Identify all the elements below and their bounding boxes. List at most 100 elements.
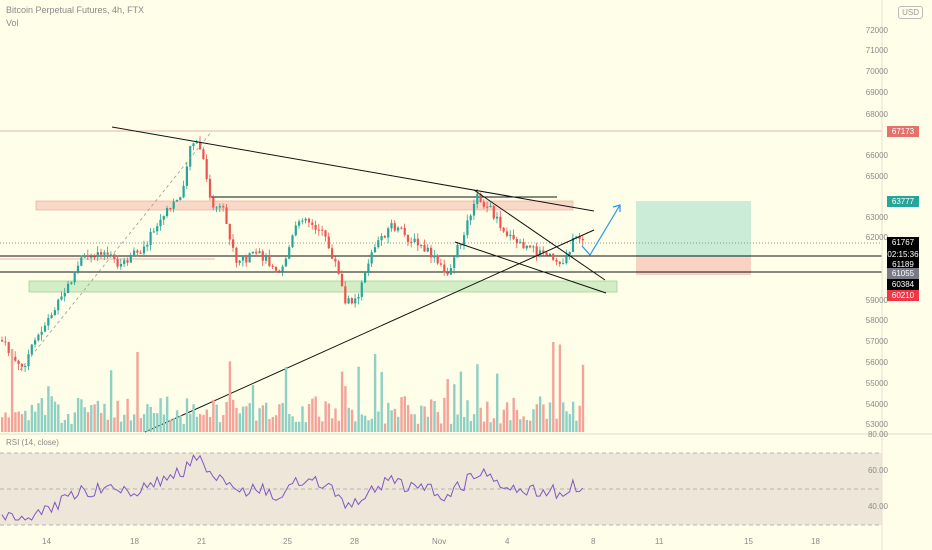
volume-bar [453, 384, 456, 432]
candle-body [60, 296, 63, 300]
volume-bar [278, 404, 281, 432]
volume-bar [426, 416, 430, 432]
price-tag-value: 60210 [891, 291, 915, 300]
volume-bar [410, 414, 413, 432]
price-tag-value: 60384 [891, 280, 915, 289]
candle-body [443, 264, 446, 273]
candle-body [192, 143, 195, 147]
candle-body [548, 253, 551, 256]
volume-bar [50, 396, 53, 432]
candle-body [208, 178, 212, 198]
volume-bar [149, 406, 152, 432]
volume-bar [307, 404, 311, 432]
price-tick: 66000 [865, 151, 888, 160]
price-tick: 53000 [865, 420, 888, 429]
volume-bar [133, 414, 136, 432]
price-tick: 54000 [865, 400, 888, 409]
candle-body [459, 244, 462, 246]
volume-bar [166, 396, 169, 432]
volume-bar [100, 413, 103, 432]
volume-bar [189, 413, 192, 432]
candle-body [515, 238, 518, 244]
volume-bar [96, 400, 100, 432]
volume-bar [215, 404, 218, 432]
candle-body [73, 271, 76, 283]
volume-bar [456, 414, 459, 432]
volume-bar [377, 411, 380, 432]
symbol-title[interactable]: Bitcoin Perpetual Futures, 4h, FTX [6, 5, 145, 15]
currency-badge[interactable]: USD [898, 6, 923, 19]
candle-body [232, 239, 235, 248]
candle-body [96, 252, 99, 258]
candle-body [489, 205, 492, 207]
candle-body [552, 253, 555, 260]
volume-bar [321, 421, 324, 432]
candle-body [416, 238, 419, 246]
time-tick: 8 [591, 537, 596, 546]
candle-body [284, 258, 287, 267]
candle-body [350, 298, 353, 304]
candle-body [162, 216, 165, 220]
volume-bar [291, 416, 294, 432]
candle-body [542, 250, 545, 253]
price-tag-60210: 60210 [887, 290, 919, 301]
candle-body [364, 271, 367, 283]
candle-body [370, 252, 373, 264]
volume-bar [436, 412, 439, 432]
volume-bar [261, 405, 265, 432]
volume-bar [314, 396, 317, 432]
volume-bar [182, 423, 185, 432]
candle-body [532, 246, 535, 248]
volume-bar [331, 418, 334, 432]
volume-bar [258, 408, 261, 432]
volume-bar [274, 415, 278, 432]
volume-bar [581, 364, 585, 432]
candle-body [20, 364, 23, 367]
candle-body [238, 260, 241, 263]
wedge-lower [454, 241, 607, 294]
candle-body [367, 263, 370, 272]
candle-body [360, 282, 363, 297]
candle-body [100, 252, 103, 255]
volume-bar [469, 421, 472, 432]
volume-bar [60, 422, 63, 432]
volume-bar [499, 423, 502, 432]
candle-body [288, 247, 291, 259]
rsi-label[interactable]: RSI (14, close) [6, 438, 59, 447]
candle-body [314, 224, 317, 230]
candle-body [291, 235, 294, 248]
candle-body [406, 234, 410, 242]
candle-body [119, 264, 122, 267]
candle-body [265, 255, 268, 261]
volume-bar [571, 401, 575, 432]
candle-body [1, 340, 4, 342]
volume-bar [156, 413, 159, 432]
candle-body [17, 360, 20, 365]
candle-body [139, 252, 142, 254]
volume-bar [175, 410, 179, 432]
volume-bar [47, 386, 50, 432]
volume-bar [1, 417, 4, 432]
volume-bar [565, 411, 568, 432]
volume-bar [159, 398, 162, 432]
volume-bar [387, 402, 390, 432]
time-tick: 14 [42, 537, 51, 546]
candle-body [159, 219, 162, 227]
candle-body [86, 255, 89, 257]
volume-bar [360, 414, 364, 432]
volume-bar [304, 422, 307, 432]
volume-bar [406, 405, 410, 432]
volume-bar [535, 404, 538, 432]
volume-bar [80, 399, 83, 432]
time-tick: Nov [432, 537, 447, 546]
candle-body [76, 265, 80, 272]
candle-body [30, 344, 33, 355]
volume-bar [169, 419, 172, 432]
candle-body [123, 260, 126, 265]
candle-body [281, 266, 284, 272]
candle-body [327, 236, 330, 249]
candle-body [317, 229, 320, 231]
candle-body [390, 223, 393, 229]
candle-body [413, 238, 416, 242]
